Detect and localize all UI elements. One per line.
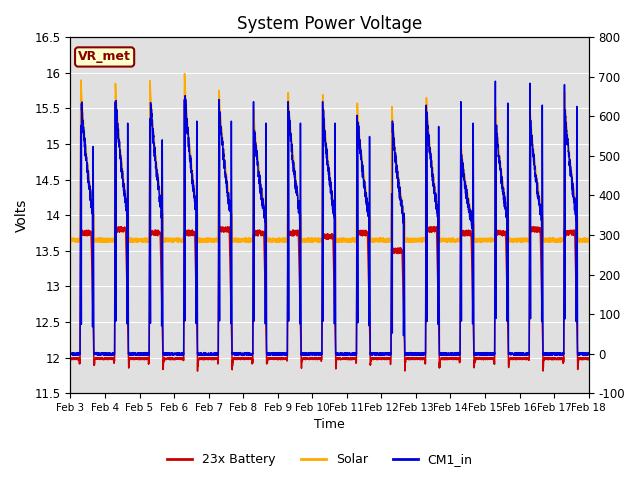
Title: System Power Voltage: System Power Voltage — [237, 15, 422, 33]
Y-axis label: Volts: Volts — [15, 199, 29, 232]
Legend: 23x Battery, Solar, CM1_in: 23x Battery, Solar, CM1_in — [163, 448, 477, 471]
Text: VR_met: VR_met — [78, 50, 131, 63]
X-axis label: Time: Time — [314, 419, 345, 432]
